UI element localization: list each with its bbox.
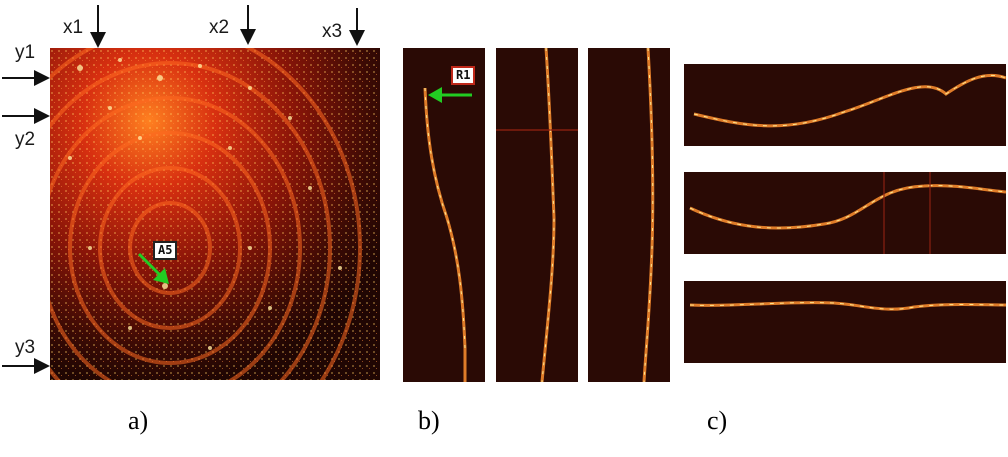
panel-c-strip-1 bbox=[684, 64, 1006, 146]
r1-green-arrow bbox=[428, 87, 472, 103]
caption-c: c) bbox=[707, 406, 728, 435]
r1-annotation: R1 bbox=[451, 66, 476, 85]
caption-b: b) bbox=[418, 406, 440, 435]
x3-label: x3 bbox=[322, 21, 343, 42]
panel-a-image bbox=[50, 48, 380, 380]
panel-b-strip-3 bbox=[588, 48, 670, 382]
a5-annotation: A5 bbox=[153, 241, 178, 260]
y2-label: y2 bbox=[15, 129, 36, 150]
x2-label: x2 bbox=[209, 17, 230, 38]
x1-label: x1 bbox=[63, 17, 84, 38]
y1-label: y1 bbox=[15, 42, 36, 63]
a5-green-arrow bbox=[137, 252, 169, 284]
y3-label: y3 bbox=[15, 337, 36, 358]
panel-b-strip-2 bbox=[496, 48, 578, 382]
panel-c-strip-2 bbox=[684, 172, 1006, 254]
caption-a: a) bbox=[128, 406, 149, 435]
marker-arrows bbox=[2, 5, 365, 374]
panel-c-strip-3 bbox=[684, 281, 1006, 363]
panel-a-speckle bbox=[50, 48, 380, 380]
panel-b-strip-1 bbox=[403, 48, 485, 382]
